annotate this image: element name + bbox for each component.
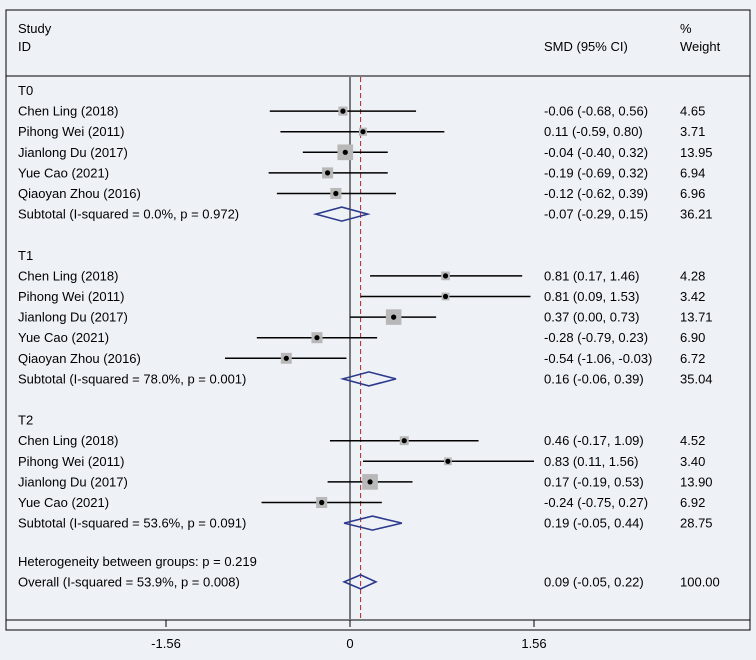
study-weight: 6.94 [680, 165, 705, 180]
axis-tick-label: 0 [346, 636, 353, 651]
study-name: Pihong Wei (2011) [18, 124, 124, 139]
study-weight: 4.28 [680, 268, 705, 283]
study-name: Yue Cao (2021) [18, 495, 109, 510]
overall-ci-text: 0.09 (-0.05, 0.22) [544, 574, 644, 589]
study-point [360, 129, 366, 135]
header-id: ID [18, 39, 31, 54]
plot-border [5, 9, 751, 631]
subtotal-weight: 28.75 [680, 516, 713, 531]
subtotal-label: Subtotal (I-squared = 53.6%, p = 0.091) [18, 516, 246, 531]
forest-rows: T0 Chen Ling (2018) -0.06 (-0.68, 0.56) 4.6… [18, 77, 720, 651]
study-weight: 3.71 [680, 124, 705, 139]
study-name: Jianlong Du (2017) [18, 310, 128, 325]
study-name: Qiaoyan Zhou (2016) [18, 351, 141, 366]
study-ci-text: -0.12 (-0.62, 0.39) [544, 186, 648, 201]
subtotal-weight: 35.04 [680, 371, 713, 386]
study-point [367, 479, 373, 485]
study-name: Chen Ling (2018) [18, 104, 118, 119]
axis-tick-label: 1.56 [521, 636, 546, 651]
study-name: Yue Cao (2021) [18, 165, 109, 180]
subtotal-ci-text: 0.16 (-0.06, 0.39) [544, 371, 644, 386]
study-ci-text: -0.54 (-1.06, -0.03) [544, 351, 652, 366]
study-weight: 13.90 [680, 474, 713, 489]
study-name: Pihong Wei (2011) [18, 289, 124, 304]
study-point [401, 438, 407, 444]
subtotal-ci-text: 0.19 (-0.05, 0.44) [544, 516, 644, 531]
study-ci-text: 0.11 (-0.59, 0.80) [544, 124, 643, 139]
subtotal-diamond [339, 371, 397, 387]
overall-diamond [342, 574, 378, 590]
study-point [324, 170, 331, 176]
study-name: Jianlong Du (2017) [18, 474, 128, 489]
study-ci-text: 0.37 (0.00, 0.73) [544, 310, 639, 325]
study-point [442, 293, 449, 300]
study-ci-text: 0.81 (0.09, 1.53) [544, 289, 639, 304]
header-smd: SMD (95% CI) [544, 39, 628, 54]
header-weight: Weight [680, 39, 721, 54]
study-weight: 4.65 [680, 104, 705, 119]
study-ci-text: 0.81 (0.17, 1.46) [544, 268, 639, 283]
subtotal-weight: 36.21 [680, 207, 713, 222]
overall-weight: 100.00 [680, 574, 720, 589]
study-name: Chen Ling (2018) [18, 433, 118, 448]
study-ci-text: -0.28 (-0.79, 0.23) [544, 330, 648, 345]
study-ci-text: 0.46 (-0.17, 1.09) [544, 433, 644, 448]
study-point [314, 335, 320, 341]
subtotal-diamond [343, 515, 403, 531]
heterogeneity-text: Heterogeneity between groups: p = 0.219 [18, 554, 257, 569]
study-ci-text: 0.17 (-0.19, 0.53) [544, 474, 644, 489]
group-label: T1 [18, 248, 33, 263]
study-point [342, 149, 348, 155]
subtotal-label: Subtotal (I-squared = 78.0%, p = 0.001) [18, 371, 246, 386]
study-name: Pihong Wei (2011) [18, 454, 124, 469]
study-weight: 6.90 [680, 330, 705, 345]
subtotal-label: Subtotal (I-squared = 0.0%, p = 0.972) [18, 207, 239, 222]
study-point [340, 108, 346, 114]
study-weight: 13.71 [680, 310, 713, 325]
header-pct: % [680, 21, 692, 36]
study-point [283, 355, 289, 361]
study-weight: 6.92 [680, 495, 705, 510]
study-weight: 6.96 [680, 186, 705, 201]
study-ci-text: -0.04 (-0.40, 0.32) [544, 145, 648, 160]
study-name: Qiaoyan Zhou (2016) [18, 186, 141, 201]
subtotal-ci-text: -0.07 (-0.29, 0.15) [544, 207, 648, 222]
group-label: T2 [18, 413, 33, 428]
study-point [442, 273, 449, 279]
study-weight: 3.40 [680, 454, 705, 469]
study-point [319, 499, 325, 506]
axis-tick-label: -1.56 [151, 636, 181, 651]
subtotal-diamond [312, 206, 371, 222]
group-label: T0 [18, 83, 33, 98]
study-name: Chen Ling (2018) [18, 268, 118, 283]
study-ci-text: -0.19 (-0.69, 0.32) [544, 165, 648, 180]
header-study: Study [18, 21, 52, 36]
study-point [333, 190, 339, 197]
study-weight: 6.72 [680, 351, 705, 366]
study-ci-text: 0.83 (0.11, 1.56) [544, 454, 638, 469]
study-weight: 4.52 [680, 433, 705, 448]
study-ci-text: -0.06 (-0.68, 0.56) [544, 104, 648, 119]
study-ci-text: -0.24 (-0.75, 0.27) [544, 495, 648, 510]
study-weight: 13.95 [680, 145, 713, 160]
study-name: Jianlong Du (2017) [18, 145, 128, 160]
study-name: Yue Cao (2021) [18, 330, 109, 345]
study-weight: 3.42 [680, 289, 705, 304]
study-point [391, 314, 397, 320]
study-point [445, 458, 451, 464]
overall-label: Overall (I-squared = 53.9%, p = 0.008) [18, 574, 240, 589]
